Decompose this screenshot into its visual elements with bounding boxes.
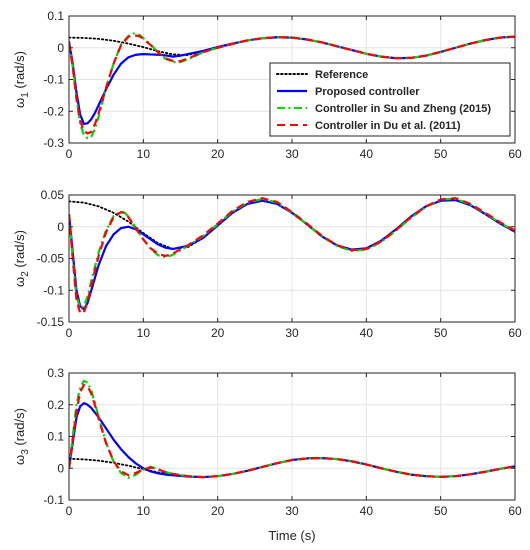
y-tick-label: -0.3 [43, 136, 64, 150]
x-tick-label: 60 [508, 326, 522, 340]
x-tick-label: 20 [211, 504, 225, 518]
y-tick-label: -0.1 [43, 73, 64, 87]
y-axis-label-symbol: ω [12, 455, 27, 465]
y-tick-label: -0.1 [43, 493, 64, 507]
x-tick-label: 60 [508, 504, 522, 518]
y-axis-label-subscript: 3 [20, 449, 31, 455]
y-tick-label: -0.15 [37, 315, 65, 329]
legend-entry-3: Controller in Su and Zheng (2015) [315, 103, 491, 115]
y-axis-label-unit: (rad/s) [12, 51, 27, 92]
y-axis-label-subscript: 1 [20, 92, 31, 98]
y-tick-label: -0.1 [43, 283, 64, 297]
y-tick-label: 0.2 [47, 398, 64, 412]
panel-1: 0 10 20 30 40 50 60 -0.3 -0.2 -0.1 0 0.1 ω1 (rad/s) R… [12, 9, 522, 161]
x-tick-label: 10 [137, 147, 151, 161]
y-tick-label: 0 [57, 220, 64, 234]
x-tick-label: 10 [137, 504, 151, 518]
legend-box [269, 62, 511, 137]
panel-3: 0 10 20 30 40 50 60-0.100.10.20.3ω3 (rad/s) [12, 366, 522, 518]
series-line-4 [69, 383, 515, 479]
legend: Reference Proposed controller Controller i… [269, 62, 511, 137]
x-tick-label: 60 [508, 147, 522, 161]
panel-2: 0 10 20 30 40 50 60 -0.15 -0.1 -0.05 0 0.05 ω2 (rad/… [12, 188, 522, 340]
series-line-4 [69, 197, 515, 315]
y-axis-label: ω1 (rad/s) [12, 51, 31, 108]
y-axis-label-symbol: ω [12, 277, 27, 287]
x-tick-label: 40 [360, 147, 374, 161]
x-axis-label: Time (s) [268, 528, 315, 543]
x-tick-label: 30 [285, 147, 299, 161]
y-tick-label: 0.05 [41, 188, 65, 202]
y-tick-label: -0.05 [37, 252, 65, 266]
y-axis-label-subscript: 2 [20, 271, 31, 277]
x-tick-label: 20 [211, 326, 225, 340]
y-tick-label: -0.2 [43, 104, 64, 118]
y-axis-label-symbol: ω [12, 98, 27, 108]
legend-entry-2: Proposed controller [315, 86, 420, 98]
x-tick-label: 50 [434, 504, 448, 518]
y-axis-label-unit: (rad/s) [12, 230, 27, 271]
x-tick-label: 0 [66, 504, 73, 518]
x-tick-label: 50 [434, 147, 448, 161]
series-group [69, 32, 515, 140]
x-tick-label: 20 [211, 147, 225, 161]
y-axis-label: ω2 (rad/s) [12, 230, 31, 287]
panels: 0 10 20 30 40 50 60-0.3-0.2-0.100.1ω1 (rad/s) R… [12, 9, 522, 518]
x-tick-label: 40 [360, 326, 374, 340]
y-tick-label: 0 [57, 41, 64, 55]
series-line-4 [69, 33, 515, 135]
y-tick-label: 0.1 [47, 9, 64, 23]
y-tick-label: 0.3 [47, 366, 64, 380]
x-tick-label: 0 [66, 326, 73, 340]
x-tick-label: 50 [434, 326, 448, 340]
y-tick-label: 0 [57, 461, 64, 475]
x-tick-label: 40 [360, 504, 374, 518]
y-axis-label-unit: (rad/s) [12, 408, 27, 449]
x-tick-label: 0 [66, 147, 73, 161]
y-tick-label: 0.1 [47, 430, 64, 444]
x-tick-label: 10 [137, 326, 151, 340]
x-tick-label: 30 [285, 504, 299, 518]
series-group [69, 197, 515, 315]
series-group [69, 379, 515, 479]
y-axis-label: ω3 (rad/s) [12, 408, 31, 465]
legend-entry-1: Reference [315, 69, 368, 81]
x-tick-label: 30 [285, 326, 299, 340]
legend-entry-4: Controller in Du et al. (2011) [315, 120, 461, 132]
